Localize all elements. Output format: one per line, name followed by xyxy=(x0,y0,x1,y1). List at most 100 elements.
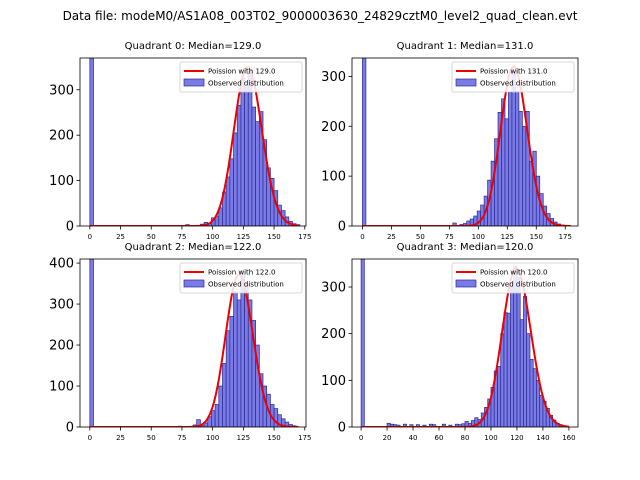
legend-observed-label: Observed distribution xyxy=(208,281,284,289)
legend-observed-label: Observed distribution xyxy=(208,80,284,88)
x-tick-label: 175 xyxy=(298,233,311,241)
histogram-bar xyxy=(89,58,94,226)
x-tick-label: 100 xyxy=(206,434,219,442)
histogram-bar xyxy=(362,58,367,226)
histogram-bar xyxy=(236,104,242,226)
y-tick-label: 300 xyxy=(49,83,74,98)
histogram-bar xyxy=(504,118,509,226)
x-tick-label: 175 xyxy=(559,233,572,241)
histogram-bar xyxy=(402,423,407,427)
legend-bar-swatch xyxy=(183,279,205,288)
x-tick-label: 100 xyxy=(484,434,497,442)
histogram-bar xyxy=(247,71,253,226)
histogram-bar xyxy=(229,158,234,226)
y-tick-label: 100 xyxy=(321,170,346,185)
y-tick-label: 0 xyxy=(66,220,74,235)
x-tick-label: 100 xyxy=(206,233,219,241)
histogram-bar xyxy=(211,410,216,427)
poisson-curve xyxy=(89,273,299,427)
y-tick-label: 200 xyxy=(49,339,74,354)
quadrant-0-panel: Quadrant 0: Median=129.0 0 100 200 300 0 25 50 7… xyxy=(49,41,311,241)
quadrant-2-panel: Quadrant 2: Median=122.0 0 100 200 300 400 0 25… xyxy=(49,242,311,442)
x-tick-label: 25 xyxy=(387,233,396,241)
x-tick-label: 80 xyxy=(461,434,470,442)
axes-frame xyxy=(79,258,307,428)
legend-box xyxy=(451,262,575,294)
histogram-bar xyxy=(511,71,516,226)
histogram-bar xyxy=(536,379,541,427)
histogram-bar xyxy=(233,132,238,226)
x-tick-label: 150 xyxy=(530,233,543,241)
histogram-bar xyxy=(532,150,537,226)
legend: Poission with 120.0 Observed distribution xyxy=(451,262,575,294)
legend-bar-swatch xyxy=(455,78,477,87)
panel-title: Quadrant 1: Median=131.0 xyxy=(397,41,534,52)
histogram-bar xyxy=(526,333,531,427)
histogram-bar xyxy=(529,358,534,427)
x-tick-label: 25 xyxy=(116,233,125,241)
x-tick-label: 140 xyxy=(536,434,549,442)
y-tick-label: 100 xyxy=(321,374,346,389)
y-tick-label: 200 xyxy=(321,327,346,342)
figure-suptitle: Data file: modeM0/AS1A08_003T02_90000036… xyxy=(63,9,578,23)
x-tick-label: 150 xyxy=(267,434,280,442)
legend-observed-label: Observed distribution xyxy=(480,281,556,289)
histogram-bar xyxy=(523,295,528,427)
histogram-bars xyxy=(89,259,297,427)
legend-poisson-label: Poission with 120.0 xyxy=(480,269,548,277)
y-tick-label: 0 xyxy=(338,421,346,436)
x-tick-label: 125 xyxy=(237,434,250,442)
histogram-bar xyxy=(519,319,524,427)
x-tick-label: 0 xyxy=(359,434,363,442)
x-tick-label: 175 xyxy=(298,434,311,442)
legend: Poission with 122.0 Observed distribution xyxy=(179,262,303,294)
histogram-bar xyxy=(539,394,544,427)
x-tick-label: 50 xyxy=(147,434,156,442)
y-tick-label: 300 xyxy=(49,298,74,313)
histogram-bar xyxy=(251,106,256,226)
x-tick-label: 0 xyxy=(360,233,364,241)
histogram-bar xyxy=(497,365,502,427)
legend-box xyxy=(179,61,303,93)
legend-poisson-label: Poission with 122.0 xyxy=(208,269,276,277)
histogram-bar xyxy=(89,259,94,427)
x-tick-label: 125 xyxy=(501,233,514,241)
histogram-bar xyxy=(500,333,505,427)
x-tick-label: 25 xyxy=(116,434,125,442)
y-tick-label: 200 xyxy=(49,129,74,144)
x-tick-label: 100 xyxy=(472,233,485,241)
legend-bar-swatch xyxy=(183,78,205,87)
histogram-bar xyxy=(229,316,234,427)
panel-title: Quadrant 2: Median=122.0 xyxy=(125,242,262,253)
x-tick-label: 50 xyxy=(416,233,425,241)
x-tick-label: 75 xyxy=(177,434,186,442)
histogram-bar xyxy=(522,125,527,226)
axes-frame xyxy=(351,57,579,227)
histogram-bar xyxy=(225,330,231,427)
y-tick-label: 0 xyxy=(338,220,346,235)
histogram-bar xyxy=(244,87,249,226)
legend-poisson-label: Poission with 131.0 xyxy=(480,68,548,76)
x-tick-label: 120 xyxy=(510,434,523,442)
x-tick-label: 125 xyxy=(237,233,250,241)
y-tick-label: 300 xyxy=(321,281,346,296)
histogram-bar xyxy=(508,92,513,226)
histogram-bar xyxy=(360,259,365,427)
legend: Poission with 129.0 Observed distribution xyxy=(179,61,303,93)
legend-observed-label: Observed distribution xyxy=(480,80,556,88)
histogram-bar xyxy=(236,299,242,427)
legend: Poission with 131.0 Observed distribution xyxy=(451,61,575,93)
panel-title: Quadrant 3: Median=120.0 xyxy=(397,242,534,253)
x-tick-label: 40 xyxy=(409,434,418,442)
legend-poisson-label: Poission with 129.0 xyxy=(208,68,276,76)
x-tick-label: 50 xyxy=(147,233,156,241)
axes-frame xyxy=(79,57,307,227)
y-tick-label: 400 xyxy=(49,257,74,272)
histogram-bar xyxy=(240,78,245,226)
x-tick-label: 75 xyxy=(177,233,186,241)
y-tick-label: 0 xyxy=(66,421,74,436)
x-tick-label: 60 xyxy=(435,434,444,442)
histogram-bar xyxy=(510,286,515,427)
histogram-bar xyxy=(240,270,245,427)
legend-box xyxy=(179,262,303,294)
